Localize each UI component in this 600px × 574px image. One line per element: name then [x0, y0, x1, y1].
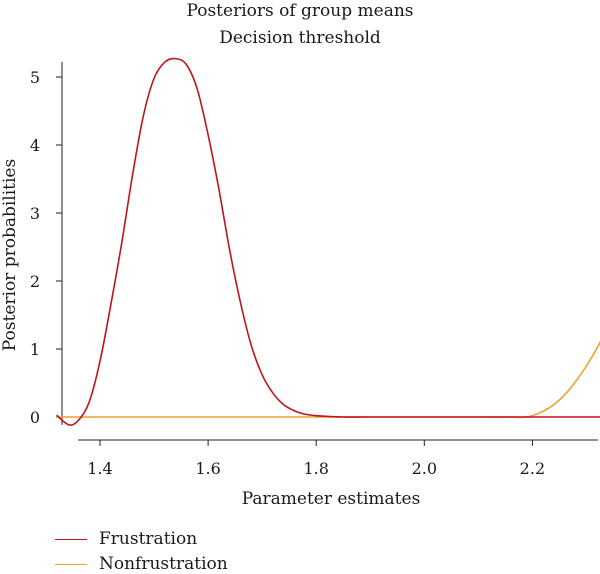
legend-label-nonfrustration: Nonfrustration — [99, 554, 228, 574]
x-tick-label: 1.4 — [87, 459, 112, 478]
legend-item-frustration: Frustration — [55, 529, 197, 549]
y-axis-label: Posterior probabilities — [0, 159, 20, 351]
y-tick-label: 3 — [30, 204, 40, 223]
legend-swatch-nonfrustration — [55, 564, 87, 565]
series-line-frustration — [56, 57, 600, 426]
y-tick-label: 5 — [30, 68, 40, 87]
y-tick-label: 4 — [30, 136, 40, 155]
x-axis-label: Parameter estimates — [242, 489, 421, 509]
y-tick-label: 1 — [30, 340, 40, 359]
x-tick-label: 1.6 — [195, 459, 220, 478]
chart-subtitle: Decision threshold — [219, 28, 381, 48]
legend-swatch-frustration — [55, 539, 87, 540]
x-tick-label: 2.0 — [412, 459, 437, 478]
y-tick-label: 2 — [30, 272, 40, 291]
chart-title: Posteriors of group means — [186, 1, 414, 21]
x-tick-label: 1.8 — [303, 459, 328, 478]
series-line-nonfrustration — [56, 340, 600, 419]
legend-label-frustration: Frustration — [99, 529, 198, 549]
legend-item-nonfrustration: Nonfrustration — [55, 554, 228, 574]
y-tick-label: 0 — [30, 408, 40, 427]
x-tick-label: 2.2 — [520, 459, 545, 478]
